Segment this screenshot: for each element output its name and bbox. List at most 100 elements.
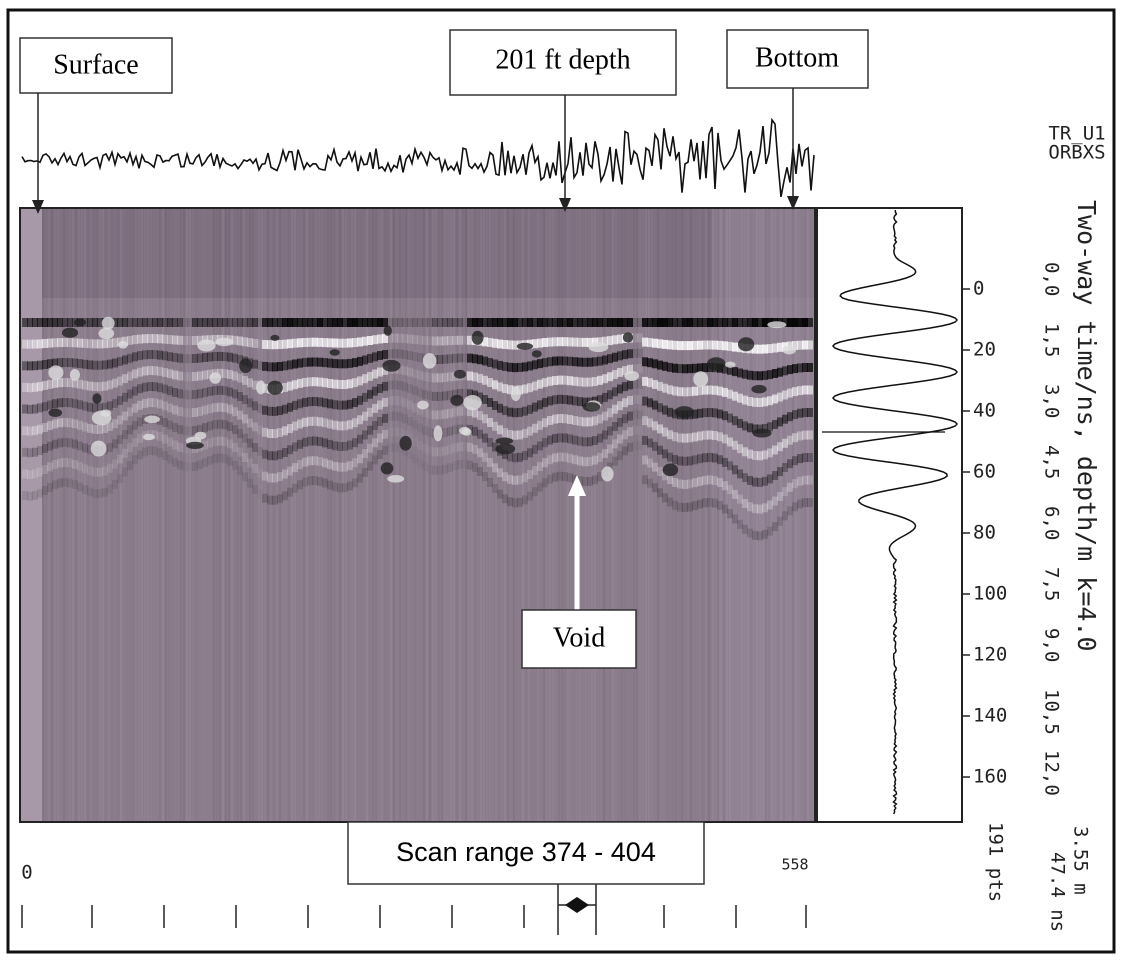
reflector <box>222 318 228 327</box>
reflector <box>132 352 138 362</box>
reflector <box>592 455 598 465</box>
texture <box>540 208 542 822</box>
reflector <box>797 454 803 464</box>
reflector <box>712 385 718 395</box>
texture <box>333 208 335 822</box>
reflector <box>657 381 663 391</box>
reflector <box>622 318 628 327</box>
reflector <box>612 404 618 414</box>
reflector <box>62 457 68 467</box>
reflector <box>172 388 178 397</box>
reflector <box>222 369 228 379</box>
reflector <box>547 435 553 445</box>
reflector <box>637 318 643 327</box>
reflector <box>282 361 288 371</box>
reflector <box>552 395 558 405</box>
reflector <box>267 340 273 350</box>
reflector <box>697 340 703 350</box>
reflector <box>392 349 398 359</box>
reflector <box>532 444 538 454</box>
reflector <box>692 363 698 373</box>
texture <box>108 208 110 822</box>
reflector <box>47 318 53 327</box>
texture <box>195 208 197 822</box>
reflector <box>42 339 48 348</box>
reflector <box>222 454 228 464</box>
reflector <box>167 420 173 430</box>
texture <box>282 208 284 822</box>
reflector <box>272 406 278 416</box>
texture <box>660 208 662 822</box>
reflector <box>727 389 733 399</box>
reflector <box>352 338 358 347</box>
reflector <box>292 483 298 493</box>
time-label: 47.4 ns <box>1047 852 1069 932</box>
side-trace <box>831 209 959 815</box>
texture <box>237 208 239 822</box>
reflector <box>57 478 63 488</box>
reflector <box>487 398 493 407</box>
reflector <box>522 362 528 372</box>
reflector <box>317 377 323 387</box>
texture <box>69 208 71 822</box>
reflector <box>647 338 653 348</box>
reflector <box>672 477 678 487</box>
texture <box>597 208 599 822</box>
reflector <box>282 383 288 392</box>
reflector <box>37 339 43 349</box>
reflector <box>112 338 118 348</box>
reflector <box>507 430 513 439</box>
reflector <box>682 364 688 374</box>
reflector <box>522 384 528 394</box>
reflector <box>402 382 408 392</box>
reflector <box>262 405 268 415</box>
callout-box <box>19 37 173 94</box>
reflector <box>712 498 718 508</box>
reflector <box>357 376 363 386</box>
reflector <box>697 363 703 373</box>
reflector <box>397 443 403 453</box>
reflector <box>372 369 378 379</box>
reflector <box>207 404 213 414</box>
reflector <box>602 355 608 365</box>
reflector <box>22 404 28 414</box>
reflector <box>307 456 313 466</box>
texture <box>399 208 401 822</box>
reflector <box>692 501 698 511</box>
reflector <box>382 334 388 343</box>
reflector <box>137 318 143 327</box>
reflector <box>617 334 623 344</box>
reflector <box>657 467 663 476</box>
reflector <box>277 494 283 504</box>
reflector <box>597 414 603 424</box>
reflector <box>662 471 668 481</box>
reflector <box>377 400 383 410</box>
reflector <box>707 452 713 462</box>
reflector <box>542 478 548 488</box>
texture <box>390 208 392 822</box>
reflector <box>732 367 738 377</box>
texture <box>339 208 341 822</box>
reflector <box>232 335 238 345</box>
reflector <box>512 408 518 418</box>
texture <box>501 208 503 822</box>
reflector <box>32 339 38 349</box>
reflector <box>537 420 543 430</box>
depth-tick-label: 3,0 <box>1041 384 1063 418</box>
reflector <box>582 318 588 327</box>
texture <box>492 208 494 822</box>
reflector <box>782 390 788 400</box>
reflector <box>692 432 698 442</box>
reflector <box>77 462 83 471</box>
reflector <box>777 342 783 352</box>
reflector <box>427 336 433 346</box>
reflector <box>297 358 303 368</box>
reflector <box>297 318 303 327</box>
reflector <box>757 531 763 541</box>
depth-tick-label: 4,5 <box>1041 445 1063 479</box>
reflector <box>677 341 683 351</box>
speckle <box>270 334 280 341</box>
reflector <box>377 384 383 393</box>
reflector <box>182 372 188 382</box>
speckle <box>142 433 155 441</box>
